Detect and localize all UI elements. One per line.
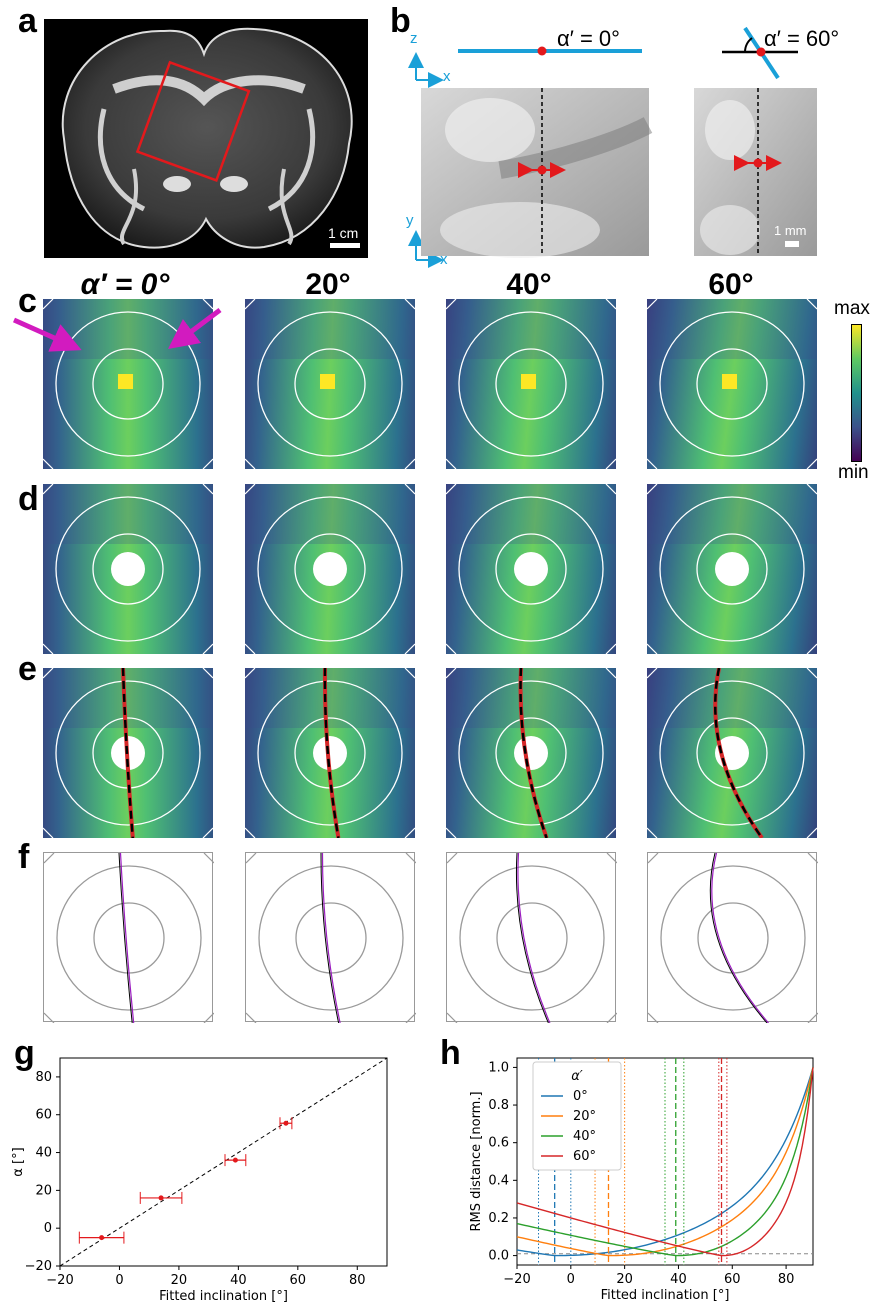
chart-h-legend-label: 40° xyxy=(573,1129,596,1144)
chart-h-xtick-label: 0 xyxy=(567,1272,575,1287)
chart-g-point xyxy=(158,1195,164,1201)
panel-d-tile-0 xyxy=(43,484,213,654)
chart-g-point xyxy=(283,1120,289,1126)
chart-h-series-line xyxy=(516,1067,814,1257)
chart-h-ytick-label: 1.0 xyxy=(488,1060,509,1075)
chart-g: −20−20 0 0 20 20 40 40 60 60 80 80 Fitted inclinati… xyxy=(11,1057,388,1304)
scalebar-label-a: 1 cm xyxy=(328,225,359,241)
chart-h-xtick-label: 20 xyxy=(616,1272,633,1287)
chart-g-ylabel: α [°] xyxy=(11,1147,26,1176)
panel-e-tile-0 xyxy=(43,668,213,838)
panel-e-tile-60 xyxy=(647,668,817,838)
panel-e-tile-20 xyxy=(245,668,415,838)
chart-h-legend-label: 20° xyxy=(573,1109,596,1124)
panel-d-tile-40 xyxy=(446,484,616,654)
chart-g-identity-line xyxy=(59,1057,388,1267)
chart-h-series-line xyxy=(516,1067,814,1257)
panel-d-tile-60 xyxy=(647,484,817,654)
chart-g-ytick-label: 60 xyxy=(35,1108,52,1123)
chart-h-xtick-label: 40 xyxy=(670,1272,687,1287)
axis-x-bottom-label: x xyxy=(440,251,448,268)
chart-g-xtick-label: 20 xyxy=(171,1273,188,1288)
chart-h-series-line xyxy=(516,1067,814,1257)
panel-label-a: a xyxy=(18,2,37,40)
chart-g-xtick-label: −20 xyxy=(46,1273,73,1288)
panel-label-h: h xyxy=(440,1034,461,1072)
brain-section-image: 1 cm xyxy=(44,19,368,258)
axis-y-label: y xyxy=(406,212,414,229)
panel-e-tile-40 xyxy=(446,668,616,838)
chart-h-legend-label: 60° xyxy=(573,1149,596,1164)
panel-c-tile-60 xyxy=(647,299,817,469)
chart-g-xtick-label: 0 xyxy=(115,1273,123,1288)
chart-h-xlabel: Fitted inclination [°] xyxy=(601,1288,730,1303)
chart-g-xtick-label: 80 xyxy=(349,1273,366,1288)
chart-h-ytick-label: 0.0 xyxy=(488,1249,509,1264)
chart-h-ytick-label: 0.2 xyxy=(488,1211,509,1226)
panel-label-f: f xyxy=(18,838,30,876)
chart-h-xtick-label: −20 xyxy=(503,1272,530,1287)
colorbar xyxy=(851,324,862,462)
column-title-40: 40° xyxy=(506,268,552,301)
chart-g-xlabel: Fitted inclination [°] xyxy=(159,1289,288,1304)
magenta-arrows xyxy=(12,308,222,352)
chart-g-ytick-label: 0 xyxy=(44,1221,52,1236)
angle-label-0: α′ = 0° xyxy=(557,26,620,51)
chart-h-series-line xyxy=(516,1067,814,1257)
panel-f-tile-40 xyxy=(446,852,617,1023)
column-title-60: 60° xyxy=(708,268,754,301)
chart-h-ytick-label: 0.4 xyxy=(488,1173,509,1188)
chart-g-xtick-label: 40 xyxy=(230,1273,247,1288)
chart-g-ytick-label: −20 xyxy=(25,1259,52,1274)
chart-g-point xyxy=(99,1235,105,1241)
panel-c-tile-20 xyxy=(245,299,415,469)
scalebar-label-b: 1 mm xyxy=(774,223,807,238)
panel-label-b: b xyxy=(390,2,411,40)
chart-g-xtick-label: 60 xyxy=(290,1273,307,1288)
chart-g-ytick-label: 80 xyxy=(35,1070,52,1085)
chart-g-frame xyxy=(59,1057,388,1267)
panel-label-g: g xyxy=(14,1034,35,1072)
chart-g-ytick-label: 20 xyxy=(35,1183,52,1198)
chart-g-point xyxy=(232,1157,238,1163)
chart-g-ytick-label: 40 xyxy=(35,1146,52,1161)
colorbar-min-label: min xyxy=(838,462,869,483)
angle-label-60: α′ = 60° xyxy=(764,26,840,51)
column-title-0: α′ = 0° xyxy=(80,268,170,301)
panel-c-tile-40 xyxy=(446,299,616,469)
chart-h-legend xyxy=(532,1061,622,1171)
chart-h-ytick-label: 0.8 xyxy=(488,1098,509,1113)
axis-x-top-label: x xyxy=(443,68,451,85)
chart-h-legend-title: α′ xyxy=(571,1069,583,1084)
panel-label-d: d xyxy=(18,480,39,518)
panel-f-tile-20 xyxy=(245,852,416,1023)
chart-h-ytick-label: 0.6 xyxy=(488,1136,509,1151)
chart-h: −20 0 20 40 60 80 0.0 0.2 0.4 0.6 0.8 1.0 α′ 0° 20° 40°… xyxy=(469,1057,814,1303)
panel-b-schematic xyxy=(408,26,817,268)
chart-h-xtick-label: 60 xyxy=(724,1272,741,1287)
panel-d-tile-20 xyxy=(245,484,415,654)
colorbar-max-label: max xyxy=(834,298,870,319)
panel-label-e: e xyxy=(18,650,37,688)
chart-h-legend-label: 0° xyxy=(573,1089,588,1104)
chart-h-ylabel: RMS distance [norm.] xyxy=(469,1091,484,1231)
panel-f-tile-60 xyxy=(647,852,818,1023)
panel-f-tile-0 xyxy=(43,852,214,1023)
chart-h-xtick-label: 80 xyxy=(778,1272,795,1287)
column-title-20: 20° xyxy=(305,268,351,301)
panel-label-c: c xyxy=(18,282,37,320)
axis-z-label: z xyxy=(410,30,418,47)
